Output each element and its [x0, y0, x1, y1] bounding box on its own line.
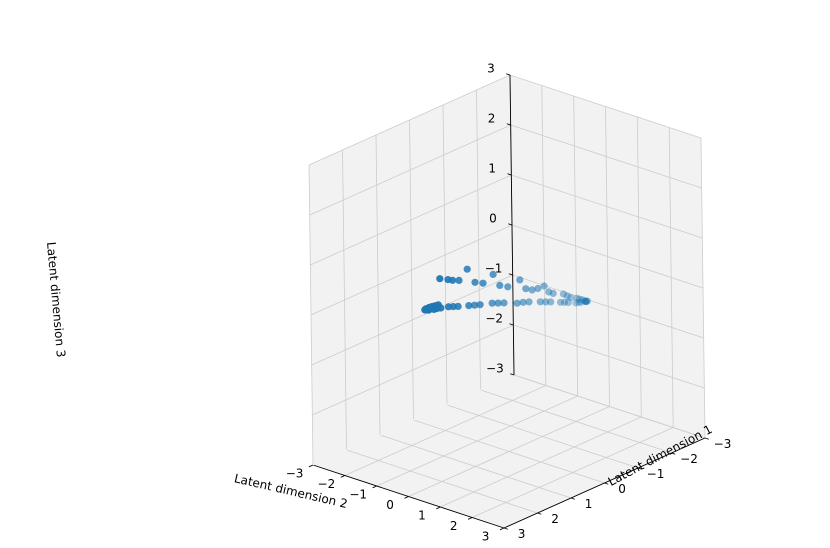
tick-labels: −3 −3 −3 −2 −2 −2 −1 −1 −1 0 0 0 1 1 1 2 2 2 3 3 3: [286, 62, 732, 544]
y-tick-mark: [372, 485, 377, 489]
z-axis-label: Latent dimension 3: [44, 241, 68, 358]
y-tick-mark: [436, 506, 441, 510]
data-point: [513, 299, 521, 307]
data-point: [504, 283, 512, 291]
data-point: [575, 298, 583, 306]
z-tick-mark: [510, 373, 515, 376]
data-point: [556, 298, 565, 306]
data-point: [494, 299, 502, 307]
data-points: [421, 265, 592, 314]
data-point: [563, 292, 571, 300]
data-point: [572, 299, 580, 307]
x-tick-label: 1: [585, 497, 593, 511]
data-point: [560, 298, 569, 306]
x-tick-label: 2: [551, 512, 559, 526]
pane-edge-line: [312, 374, 515, 466]
data-point: [559, 290, 568, 298]
data-point: [542, 298, 550, 306]
data-point: [577, 298, 585, 306]
data-point: [444, 303, 453, 311]
data-point: [528, 286, 536, 294]
data-point: [488, 299, 496, 307]
data-point: [476, 301, 484, 309]
z-tick-label: −2: [485, 312, 503, 326]
data-point: [582, 297, 590, 305]
data-point: [584, 297, 592, 305]
x-tick-label: −2: [680, 452, 698, 466]
z-tick-mark: [509, 323, 514, 326]
data-point: [465, 302, 473, 310]
y-grid-line: [472, 127, 674, 518]
data-point: [579, 296, 587, 304]
data-point: [463, 265, 471, 273]
x-tick-mark: [704, 437, 709, 440]
x-tick-label: −1: [647, 467, 665, 481]
x-tick-mark: [570, 497, 575, 500]
y-tick-mark: [308, 464, 314, 468]
z-tick-mark: [508, 273, 513, 276]
y-tick-mark: [340, 475, 346, 478]
data-point: [582, 297, 590, 305]
data-point: [500, 299, 508, 307]
y-tick-label: 3: [482, 529, 490, 543]
z-tick-label: −1: [485, 262, 503, 276]
data-point: [444, 276, 452, 284]
data-point: [436, 275, 444, 283]
y-tick-label: 0: [386, 498, 394, 512]
z-tick-mark: [506, 73, 511, 76]
z-tick-label: −3: [486, 362, 504, 376]
y-tick-mark: [467, 517, 473, 520]
data-point: [496, 281, 504, 289]
data-point: [547, 298, 555, 306]
data-point: [540, 282, 548, 290]
y-tick-label: 1: [418, 508, 426, 522]
y-tick-mark: [499, 527, 505, 531]
data-point: [522, 285, 530, 293]
x-tick-mark: [637, 467, 642, 470]
x-tick-mark: [671, 452, 676, 455]
data-point: [516, 276, 524, 284]
data-point: [471, 278, 479, 286]
data-point: [545, 288, 553, 296]
z-tick-mark: [508, 223, 513, 226]
data-point: [479, 279, 487, 287]
z-tick-label: 0: [489, 212, 497, 226]
data-point: [564, 298, 572, 306]
data-point: [581, 297, 589, 305]
data-point: [471, 301, 479, 309]
data-point: [567, 294, 575, 302]
z-tick-label: 3: [487, 62, 495, 76]
data-point: [421, 306, 429, 314]
x-tick-mark: [604, 482, 609, 485]
data-point: [581, 298, 590, 306]
data-point: [573, 294, 581, 302]
z-tick-mark: [507, 173, 512, 176]
y-tick-label: 2: [450, 519, 458, 533]
data-point: [519, 298, 527, 306]
data-point: [489, 270, 497, 278]
data-point: [576, 295, 584, 303]
tick-marks: [308, 73, 709, 531]
x-tick-label: −3: [714, 437, 732, 451]
y-tick-label: −1: [349, 487, 367, 501]
x-tick-mark: [503, 527, 508, 530]
data-point: [534, 284, 542, 293]
y-tick-label: −3: [286, 466, 304, 480]
y-tick-label: −2: [318, 477, 336, 491]
z-tick-mark: [506, 123, 511, 126]
z-tick-label: 2: [488, 112, 496, 126]
data-point: [536, 298, 544, 306]
x-tick-label: 3: [518, 527, 526, 541]
y-tick-mark: [404, 496, 409, 499]
x-tick-mark: [537, 512, 542, 515]
z-tick-label: 1: [488, 162, 496, 176]
data-point: [525, 298, 533, 306]
data-point: [582, 297, 591, 306]
x-tick-label: 0: [618, 482, 626, 496]
data-point: [455, 276, 463, 284]
